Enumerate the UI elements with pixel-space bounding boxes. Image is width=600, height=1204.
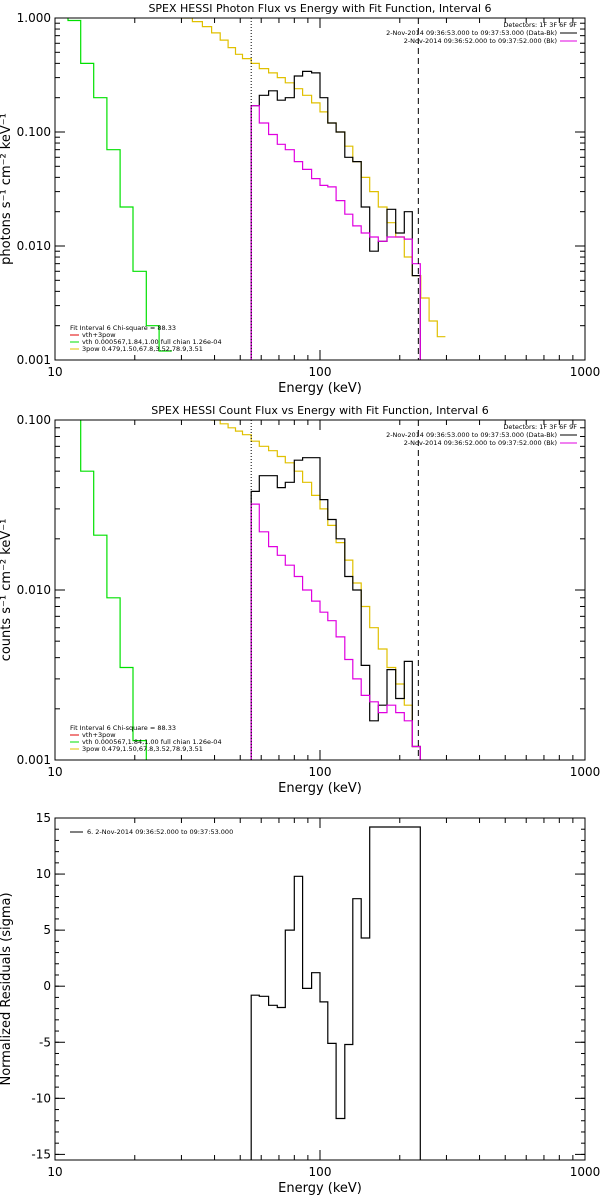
series-group: [250, 826, 421, 1160]
x-tick-label: 1000: [570, 365, 600, 379]
series-line-vth: [67, 18, 172, 352]
x-tick-label: 10: [47, 1165, 62, 1179]
y-tick-label: -15: [31, 1147, 51, 1161]
legend-header: Detectors: 1F 3F 6F 9F: [503, 423, 577, 431]
chart-title: SPEX HESSI Photon Flux vs Energy with Fi…: [148, 2, 491, 15]
plot-frame: [54, 17, 586, 361]
x-axis-label: Energy (keV): [278, 1181, 362, 1196]
legend-header: Detectors: 1F 3F 6F 9F: [503, 21, 577, 29]
x-tick-label: 100: [309, 765, 332, 779]
series-line-bk: [250, 105, 421, 360]
chart-panel-3: 10 100 1000 Energy (keV) -15 -10 -5 0 5 10 15 Norma…: [0, 811, 600, 1196]
legend-top: Detectors: 1F 3F 6F 9F2-Nov-2014 09:36:5…: [386, 423, 577, 447]
y-tick-label: 1.000: [17, 11, 51, 25]
fit-legend-entry: vth+3pow: [82, 331, 116, 339]
x-tick-label: 1000: [570, 1165, 600, 1179]
fit-legend-header: Fit Interval 6 Chi-square = 88.33: [70, 324, 176, 332]
y-axis-label: Normalized Residuals (sigma): [0, 892, 14, 1085]
series-line-3pow: [181, 18, 446, 338]
x-tick-label: 10: [47, 765, 62, 779]
series-group: [67, 18, 446, 360]
legend-entry: 6. 2-Nov-2014 09:36:52.000 to 09:37:53.0…: [87, 828, 233, 836]
series-line-6-2-nov-2014-09-36-52-000-to-09-37-53-000: [250, 826, 421, 1160]
legend-entry: 2-Nov-2014 09:36:52.000 to 09:37:52.000 …: [404, 439, 557, 447]
fit-legend-entry: vth+3pow: [82, 731, 116, 739]
y-tick-label: 0.001: [17, 753, 51, 767]
y-tick-label: 0.010: [17, 239, 51, 253]
y-tick-label: 0.010: [17, 583, 51, 597]
fit-legend-header: Fit Interval 6 Chi-square = 88.33: [70, 724, 176, 732]
x-axis-label: Energy (keV): [278, 381, 362, 396]
fit-legend-entry: 3pow 0.479,1.50,67.8,3.52,78.9,3.51: [82, 345, 203, 353]
legend-top: Detectors: 1F 3F 6F 9F2-Nov-2014 09:36:5…: [386, 21, 577, 45]
series-line-vth: [80, 420, 147, 760]
x-tick-label: 1000: [570, 765, 600, 779]
series-line-data-bk: [250, 70, 421, 360]
x-tick-label: 100: [309, 365, 332, 379]
chart-panel-1: SPEX HESSI Photon Flux vs Energy with Fi…: [0, 2, 600, 396]
legend-entry: 2-Nov-2014 09:36:52.000 to 09:37:52.000 …: [404, 37, 557, 45]
y-tick-label: 0: [43, 979, 51, 993]
legend-fit: Fit Interval 6 Chi-square = 88.33vth+3po…: [70, 724, 222, 753]
legend-entry: 2-Nov-2014 09:36:53.000 to 09:37:53.000 …: [386, 29, 557, 37]
y-tick-label: 15: [36, 811, 51, 825]
series-line-bk: [250, 503, 421, 760]
legend-fit: Fit Interval 6 Chi-square = 88.33vth+3po…: [70, 324, 222, 353]
fit-legend-entry: vth 0.000567,1.84,1.00 full chian 1.26e-…: [82, 738, 222, 746]
x-axis-label: Energy (keV): [278, 781, 362, 796]
series-line-data-bk: [250, 457, 421, 760]
x-tick-label: 10: [47, 365, 62, 379]
y-tick-label: 0.100: [17, 413, 51, 427]
chart-panel-2: SPEX HESSI Count Flux vs Energy with Fit…: [0, 404, 600, 796]
chart-title: SPEX HESSI Count Flux vs Energy with Fit…: [151, 404, 488, 417]
y-tick-label: 10: [36, 867, 51, 881]
series-line-3pow: [211, 420, 421, 748]
y-axis-label: counts s⁻¹ cm⁻² keV⁻¹: [0, 519, 14, 662]
y-tick-label: 5: [43, 923, 51, 937]
y-tick-label: -10: [31, 1091, 51, 1105]
y-tick-label: 0.100: [17, 125, 51, 139]
fit-legend-entry: 3pow 0.479,1.50,67.8,3.52,78.9,3.51: [82, 745, 203, 753]
fit-legend-entry: vth 0.000567,1.84,1.00 full chian 1.26e-…: [82, 338, 222, 346]
y-tick-label: 0.001: [17, 353, 51, 367]
legend-top: 6. 2-Nov-2014 09:36:52.000 to 09:37:53.0…: [70, 828, 233, 836]
series-group: [80, 420, 421, 760]
x-tick-label: 100: [309, 1165, 332, 1179]
y-axis-label: photons s⁻¹ cm⁻² keV⁻¹: [0, 113, 14, 265]
y-tick-label: -5: [39, 1035, 51, 1049]
legend-entry: 2-Nov-2014 09:36:53.000 to 09:37:53.000 …: [386, 431, 557, 439]
